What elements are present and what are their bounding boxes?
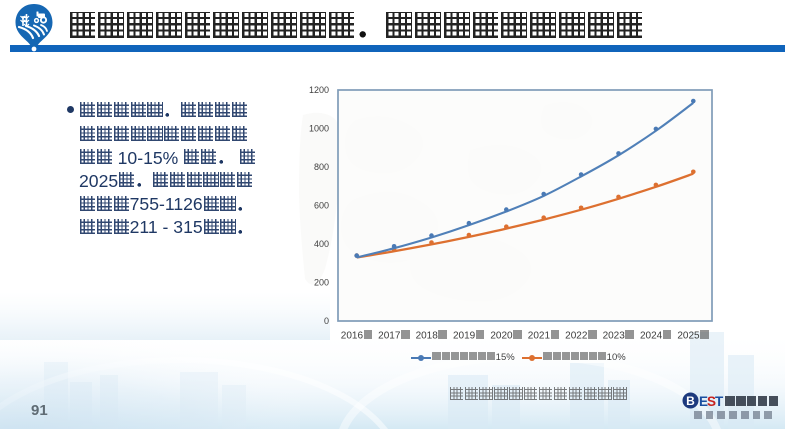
svg-text:1000: 1000 (309, 124, 329, 134)
svg-text:0: 0 (324, 316, 329, 326)
svg-text:B: B (686, 394, 695, 408)
svg-text:400: 400 (314, 239, 329, 249)
svg-text:1200: 1200 (309, 85, 329, 95)
svg-text:200: 200 (314, 278, 329, 288)
svg-text:600: 600 (314, 201, 329, 211)
svg-text:800: 800 (314, 162, 329, 172)
